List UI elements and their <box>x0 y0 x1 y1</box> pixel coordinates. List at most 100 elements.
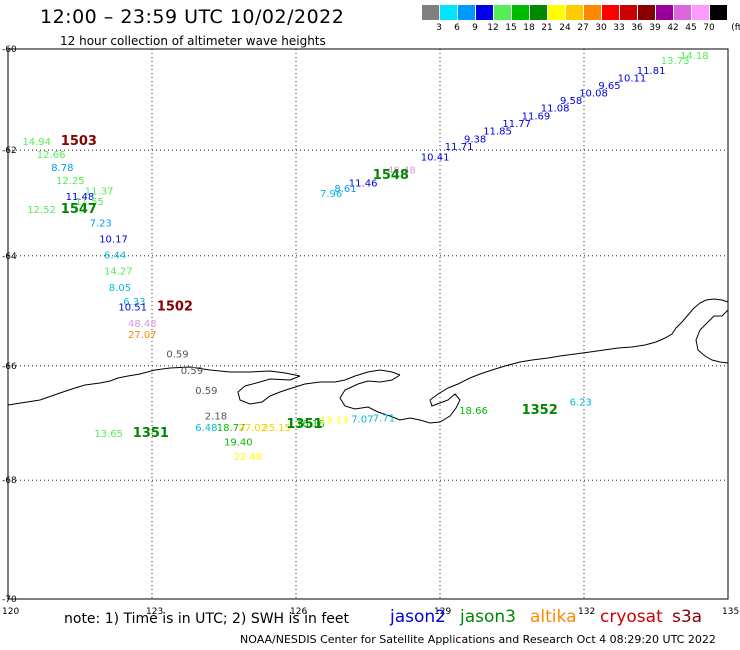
color-scale-swatch <box>494 5 511 20</box>
pass-time-label: 1351 <box>133 426 169 441</box>
color-scale-label: 9 <box>472 23 478 33</box>
latitude-tick-label: -60 <box>2 45 17 55</box>
credit-line: NOAA/NESDIS Center for Satellite Applica… <box>240 633 716 646</box>
longitude-tick-label: 135 <box>722 607 739 617</box>
wave-height-value: 2.18 <box>205 412 227 423</box>
wave-height-value: 9.65 <box>598 81 620 92</box>
wave-height-value: 11.69 <box>522 111 551 122</box>
wave-height-value: 16.16 <box>296 419 325 430</box>
satellite-legend-entry: cryosat <box>600 607 663 627</box>
color-scale-swatch <box>602 5 619 20</box>
wave-height-value: 27.07 <box>128 330 157 341</box>
wave-height-value: 27.02 <box>238 423 267 434</box>
wave-height-value: 9.38 <box>464 134 486 145</box>
wave-height-value: 11.46 <box>349 179 378 190</box>
wave-height-value: 6.33 <box>123 297 145 308</box>
pass-time-labels: 1503 1548 1547 1502 1351 1351 1352 <box>61 134 558 441</box>
color-scale-swatch <box>530 5 547 20</box>
wave-height-value: 11.81 <box>637 66 666 77</box>
color-scale-swatch <box>440 5 457 20</box>
wave-height-value: 10.08 <box>579 89 608 100</box>
wave-height-value: 9.58 <box>560 96 582 107</box>
color-scale-label: 33 <box>613 23 625 33</box>
wave-height-value: 12.52 <box>27 205 56 216</box>
wave-height-value: 11.48 <box>66 192 95 203</box>
coastline <box>7 298 729 424</box>
wave-height-value: 8.05 <box>109 283 131 294</box>
page-subtitle: 12 hour collection of altimeter wave hei… <box>60 34 326 48</box>
wave-height-value: 11.08 <box>541 104 570 115</box>
wave-height-value: 7.07 <box>351 414 373 425</box>
graticule: -60 -62 -64 -66 -68 -70 120 123 126 129 132 135 <box>2 45 739 617</box>
footer-note: note: 1) Time is in UTC; 2) SWH is in fe… <box>64 611 350 627</box>
wave-height-value: 13.13 <box>320 416 349 427</box>
wave-height-value: 6.23 <box>570 397 592 408</box>
color-scale-swatch <box>656 5 673 20</box>
color-scale-swatch <box>458 5 475 20</box>
wave-height-value: 11.71 <box>445 142 474 153</box>
wave-height-value: 13.65 <box>94 429 123 440</box>
wave-height-value: 10.11 <box>618 73 647 84</box>
latitude-tick-label: -70 <box>2 595 17 605</box>
wave-height-value: 22.48 <box>234 452 263 463</box>
pass-time-label: 1351 <box>286 417 322 432</box>
wave-height-value: 6.44 <box>104 250 126 261</box>
wave-height-value: 48.48 <box>387 166 416 177</box>
color-scale-swatch <box>710 5 727 20</box>
color-scale-label: 15 <box>505 23 517 33</box>
map-frame <box>7 48 729 600</box>
color-scale-swatch <box>476 5 493 20</box>
color-scale-label: 6 <box>454 23 460 33</box>
pass-time-label: 1503 <box>61 134 97 149</box>
page-title: 12:00 – 23:59 UTC 10/02/2022 <box>40 6 345 28</box>
wave-height-value: 48.48 <box>128 319 157 330</box>
color-scale-label: 27 <box>577 23 589 33</box>
wave-height-value: 7.71 <box>373 413 395 424</box>
wave-height-value: 18.77 <box>217 423 246 434</box>
satellite-legend-entry: altika <box>530 607 577 627</box>
color-scale-label: 45 <box>685 23 697 33</box>
wave-height-value: 13.73 <box>661 56 690 67</box>
color-scale-swatch <box>548 5 565 20</box>
wave-height-value: 12.25 <box>56 176 85 187</box>
color-scale-label: 36 <box>631 23 643 33</box>
color-scale-label: 30 <box>595 23 607 33</box>
wave-height-value: 10.41 <box>421 153 450 164</box>
wave-height-value: 8.61 <box>334 184 356 195</box>
satellite-legend-entry: s3a <box>672 607 703 627</box>
longitude-tick-label: 120 <box>2 607 19 617</box>
wave-height-value: 7.96 <box>320 189 342 200</box>
color-scale-label: 42 <box>667 23 679 33</box>
wave-height-value: 11.37 <box>85 187 114 198</box>
pass-time-label: 1502 <box>157 299 193 314</box>
color-scale-swatch <box>620 5 637 20</box>
color-scale-unit: (ft) <box>731 23 740 33</box>
color-scale-swatch <box>674 5 691 20</box>
latitude-tick-label: -68 <box>2 476 17 486</box>
wave-height-value: 10.17 <box>99 234 128 245</box>
wave-height-value: 11.55 <box>75 197 104 208</box>
color-scale-swatch <box>584 5 601 20</box>
color-scale-label: 70 <box>703 23 715 33</box>
wave-height-value: 25.15 <box>262 423 291 434</box>
latitude-tick-label: -66 <box>2 362 17 372</box>
color-scale-label: 3 <box>436 23 442 33</box>
latitude-tick-label: -64 <box>2 252 17 262</box>
color-scale-label: 18 <box>523 23 535 33</box>
color-scale-label: 21 <box>541 23 553 33</box>
longitude-tick-label: 129 <box>434 607 451 617</box>
color-scale-swatch <box>638 5 655 20</box>
wave-height-value: 0.59 <box>181 366 203 377</box>
wave-height-value: 0.59 <box>195 386 217 397</box>
wave-height-value: 11.77 <box>502 119 531 130</box>
pass-time-label: 1352 <box>522 403 558 418</box>
wave-height-value: 8.78 <box>51 163 73 174</box>
color-scale-swatch <box>692 5 709 20</box>
wave-height-value: 12.66 <box>37 150 66 161</box>
color-scale-label: 39 <box>649 23 661 33</box>
wave-height-value: 11.85 <box>483 127 512 138</box>
wave-height-value: 14.27 <box>104 267 133 278</box>
wave-height-value: 10.51 <box>118 302 147 313</box>
wave-height-value: 18.66 <box>459 406 488 417</box>
